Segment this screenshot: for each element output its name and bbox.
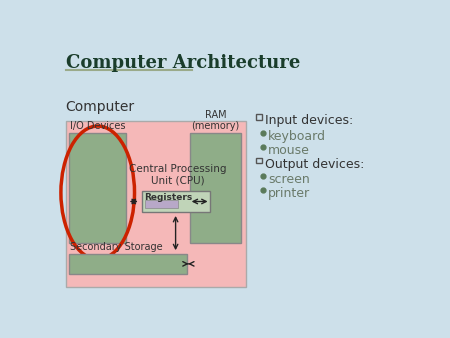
Text: printer: printer [268,187,310,200]
Bar [256,115,261,120]
Text: keyboard: keyboard [268,130,326,143]
Text: Secondary Storage: Secondary Storage [70,242,163,252]
Bar [189,133,242,243]
Bar [256,158,261,163]
Text: Computer Architecture: Computer Architecture [66,54,300,72]
Bar [66,121,246,287]
Bar [69,254,187,274]
Text: mouse: mouse [268,144,310,157]
Text: Registers: Registers [144,193,193,202]
Text: Output devices:: Output devices: [265,158,364,171]
Text: screen: screen [268,173,310,186]
Bar [141,191,210,212]
Text: Computer: Computer [66,100,135,114]
Bar [145,200,178,208]
Bar [69,133,126,243]
Text: Input devices:: Input devices: [265,115,353,127]
Text: I/O Devices: I/O Devices [70,121,126,131]
Text: RAM
(memory): RAM (memory) [191,110,240,131]
Text: Central Processing
Unit (CPU): Central Processing Unit (CPU) [129,164,227,185]
